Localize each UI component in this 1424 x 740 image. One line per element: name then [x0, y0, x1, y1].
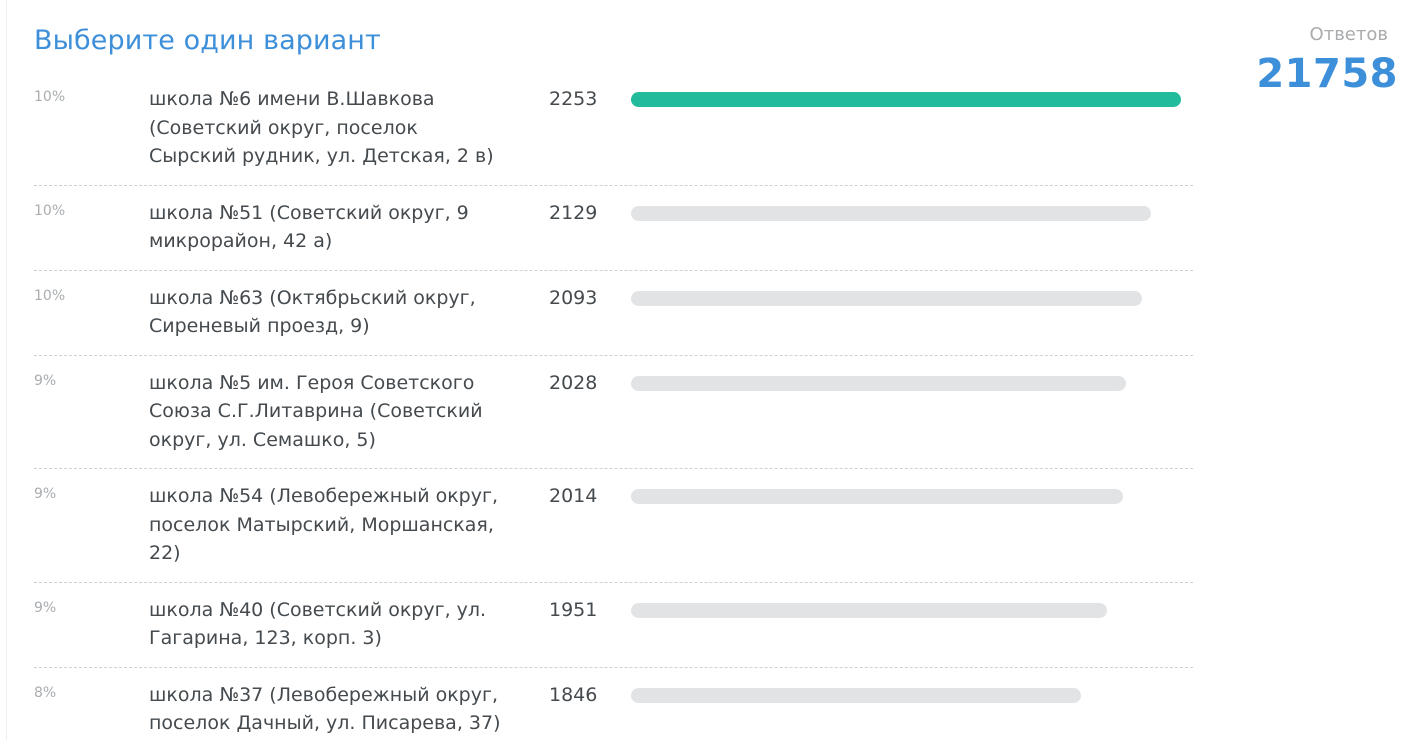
- option-votes: 2129: [549, 201, 598, 224]
- option-percent: 9%: [34, 599, 57, 616]
- option-percent: 8%: [34, 684, 57, 701]
- option-bar: [631, 489, 1123, 504]
- option-label: школа №54 (Левобережный округ, поселок М…: [149, 485, 499, 564]
- responses-summary: Ответов 21758: [1238, 24, 1398, 97]
- option-percent: 10%: [34, 287, 66, 304]
- responses-label: Ответов: [1309, 24, 1388, 45]
- option-bar: [631, 290, 1142, 306]
- poll-title: Выберите один вариант: [34, 25, 381, 56]
- option-label: школа №63 (Октябрьский округ, Сиреневый …: [149, 286, 476, 338]
- option-bar: [631, 375, 1126, 391]
- option-votes: 1951: [549, 598, 598, 621]
- responses-count: 21758: [1256, 51, 1398, 97]
- poll-option[interactable]: 10% школа №63 (Октябрьский округ, Сирене…: [34, 284, 1193, 356]
- option-bar-track: [631, 687, 1181, 703]
- poll-option[interactable]: 10% школа №6 имени В.Шавкова (Советский …: [34, 85, 1193, 186]
- option-bar-track: [631, 205, 1181, 221]
- poll-option[interactable]: 9% школа №5 им. Героя Советского Союза С…: [34, 369, 1193, 469]
- poll-option[interactable]: 9% школа №40 (Советский округ, ул. Гагар…: [34, 596, 1193, 668]
- option-percent: 9%: [34, 486, 57, 502]
- option-bar-track: [631, 602, 1181, 618]
- option-bar-track: [631, 375, 1181, 391]
- poll-options-list: 10% школа №6 имени В.Шавкова (Советский …: [34, 85, 1193, 740]
- option-votes: 2014: [549, 485, 598, 507]
- option-percent: 10%: [34, 202, 66, 219]
- poll-option[interactable]: 8% школа №37 (Левобережный округ, посело…: [34, 681, 1193, 740]
- option-bar-track: [631, 489, 1181, 504]
- option-votes: 2253: [549, 88, 598, 110]
- option-votes: 1846: [549, 683, 598, 706]
- option-label: школа №6 имени В.Шавкова (Советский окру…: [149, 88, 494, 167]
- option-label: школа №5 им. Героя Советского Союза С.Г.…: [149, 371, 483, 451]
- poll-option[interactable]: 10% школа №51 (Советский округ, 9 микрор…: [34, 199, 1193, 271]
- option-bar: [631, 205, 1151, 221]
- poll-widget: Выберите один вариант Ответов 21758 10% …: [6, 0, 1424, 740]
- option-bar: [631, 687, 1082, 703]
- option-bar: [631, 602, 1108, 618]
- option-label: школа №51 (Советский округ, 9 микрорайон…: [149, 201, 469, 253]
- option-votes: 2028: [549, 371, 598, 394]
- option-label: школа №37 (Левобережный округ, поселок Д…: [149, 683, 501, 735]
- option-bar-track: [631, 92, 1181, 107]
- poll-option[interactable]: 9% школа №54 (Левобережный округ, посело…: [34, 482, 1193, 583]
- option-bar-track: [631, 290, 1181, 306]
- option-percent: 9%: [34, 372, 57, 389]
- option-percent: 10%: [34, 89, 66, 105]
- option-votes: 2093: [549, 286, 598, 309]
- option-bar: [631, 92, 1181, 107]
- option-label: школа №40 (Советский округ, ул. Гагарина…: [149, 598, 487, 650]
